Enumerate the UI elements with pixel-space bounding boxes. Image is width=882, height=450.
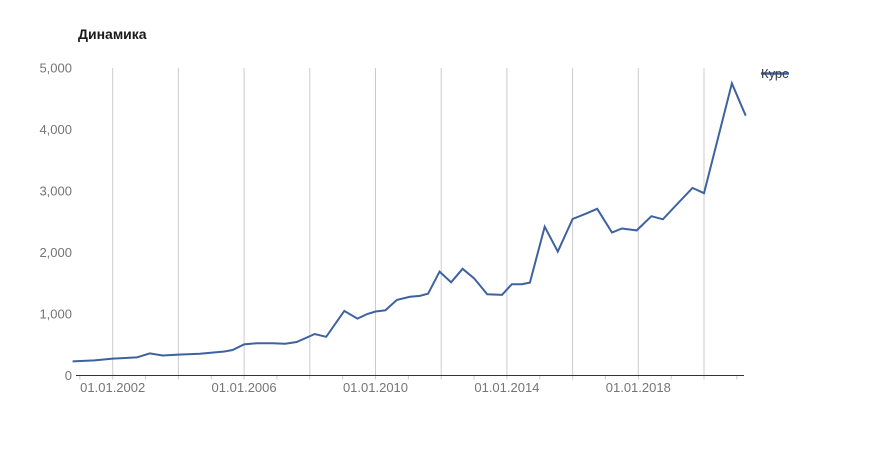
y-axis-label: 5,000 [39, 61, 72, 76]
x-axis-label: 01.01.2002 [80, 380, 145, 395]
legend[interactable]: Курс [761, 65, 789, 82]
x-axis-label: 01.01.2010 [343, 380, 408, 395]
x-axis-label: 01.01.2014 [474, 380, 539, 395]
y-axis-label: 3,000 [39, 184, 72, 199]
y-axis-label: 4,000 [39, 122, 72, 137]
x-axis-label: 01.01.2018 [606, 380, 671, 395]
y-axis-label: 2,000 [39, 245, 72, 260]
y-axis-label: 0 [65, 368, 72, 383]
y-axis-label: 1,000 [39, 307, 72, 322]
chart-title: Динамика [78, 26, 147, 42]
x-axis-label: 01.01.2006 [212, 380, 277, 395]
legend-series-label: Курс [761, 66, 789, 81]
series-line[interactable] [72, 80, 747, 363]
